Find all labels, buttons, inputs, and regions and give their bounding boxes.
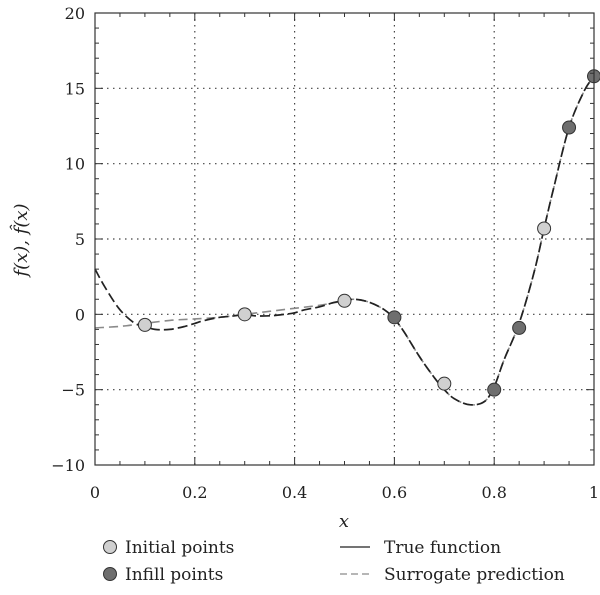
infill-point [512,320,527,335]
legend-infill-marker [103,567,117,581]
true-function-line [94,75,595,406]
x-axis-label: x [339,511,349,532]
axis-ticks [94,12,595,466]
grid-lines [95,13,594,465]
x-tick-label: 0.4 [282,483,307,502]
infill-point [562,120,577,135]
initial-point [437,376,452,391]
x-tick-label: 0.8 [481,483,506,502]
legend-label: Surrogate prediction [384,565,565,585]
infill-point [487,382,502,397]
legend-initial-marker [103,540,117,554]
y-tick-label: 5 [75,230,85,249]
plot-area-frame [94,12,595,466]
initial-point [237,307,252,322]
legend-label: Initial points [125,538,234,558]
y-tick-label: 20 [65,4,85,23]
y-axis-label: f(x), f̂(x) [9,203,32,278]
y-tick-label: 10 [65,155,85,174]
x-tick-label: 1 [589,483,599,502]
initial-point [137,317,152,332]
legend-label: True function [384,538,501,558]
initial-point [537,221,552,236]
legend: Initial points Infill points True function… [103,538,565,585]
legend-label: Infill points [125,565,223,585]
y-tick-label: 0 [75,305,85,324]
x-tick-label: 0.2 [182,483,207,502]
infill-point [387,310,402,325]
y-tick-label: −10 [51,456,85,475]
surrogate-prediction-line [94,75,595,406]
data-points [137,69,600,397]
initial-point [337,293,352,308]
series-lines [94,75,595,406]
y-tick-label: 15 [65,79,85,98]
tick-labels: 0 0.2 0.4 0.6 0.8 1 −10 −5 0 5 10 15 20 [51,4,599,502]
y-tick-label: −5 [61,381,85,400]
x-tick-label: 0.6 [382,483,407,502]
x-tick-label: 0 [90,483,100,502]
